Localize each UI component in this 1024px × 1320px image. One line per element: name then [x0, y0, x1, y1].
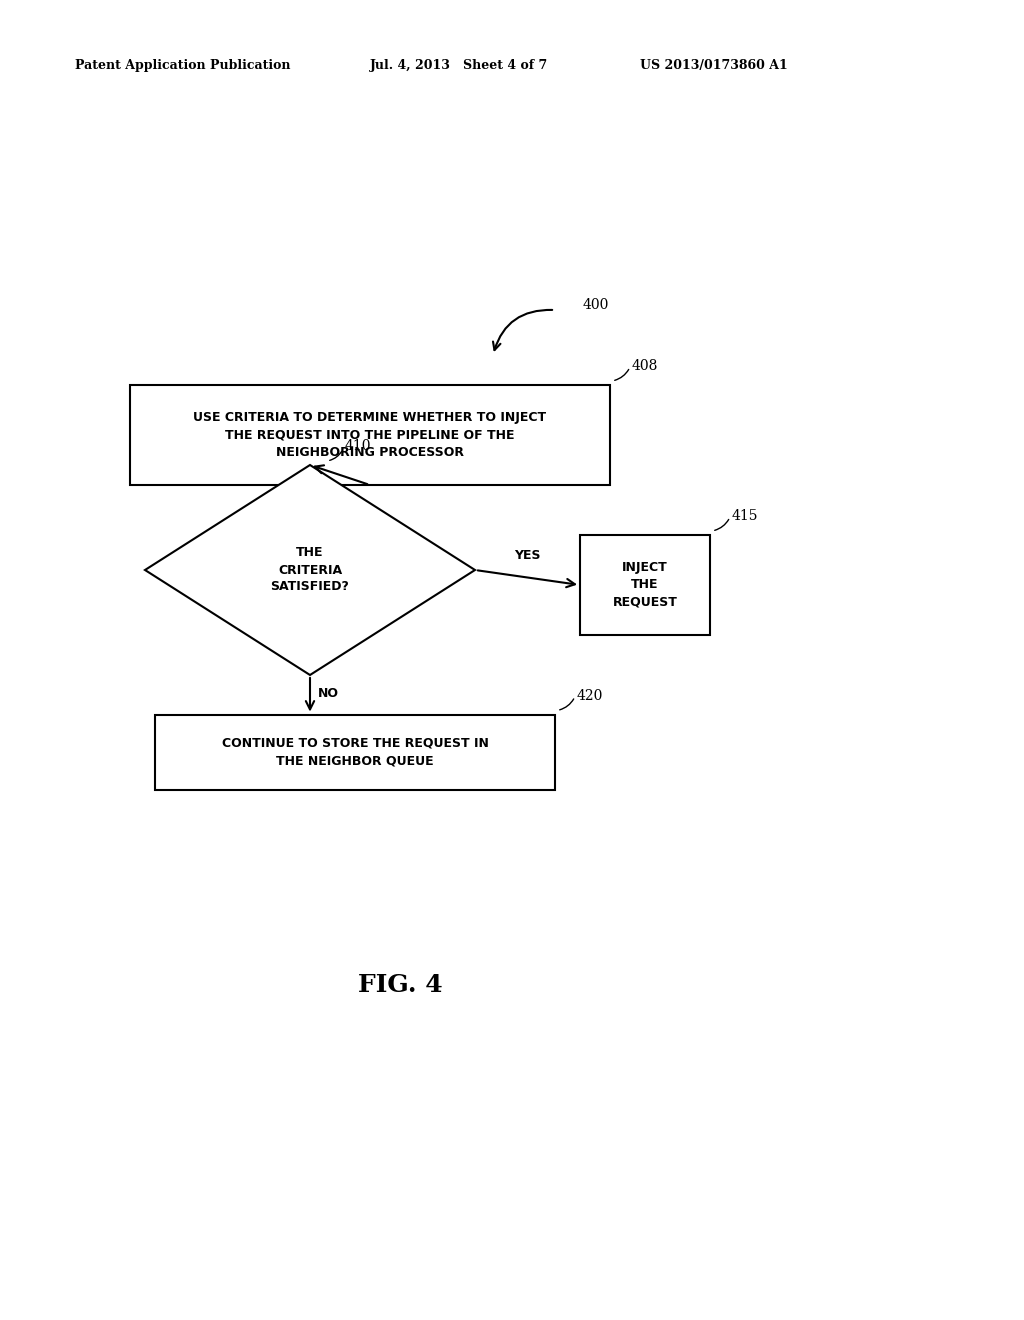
Text: NO: NO	[318, 686, 339, 700]
Text: 400: 400	[583, 298, 609, 312]
Bar	[155, 714, 555, 789]
Text: THE
CRITERIA
SATISFIED?: THE CRITERIA SATISFIED?	[270, 546, 349, 594]
Polygon shape	[145, 465, 475, 675]
Text: Jul. 4, 2013   Sheet 4 of 7: Jul. 4, 2013 Sheet 4 of 7	[370, 58, 548, 71]
Text: 408: 408	[632, 359, 658, 374]
Text: CONTINUE TO STORE THE REQUEST IN
THE NEIGHBOR QUEUE: CONTINUE TO STORE THE REQUEST IN THE NEI…	[221, 737, 488, 767]
Bar	[130, 385, 610, 484]
Text: 420: 420	[577, 689, 603, 702]
Text: YES: YES	[514, 549, 541, 562]
Text: INJECT
THE
REQUEST: INJECT THE REQUEST	[612, 561, 678, 609]
Text: US 2013/0173860 A1: US 2013/0173860 A1	[640, 58, 787, 71]
Bar	[580, 535, 710, 635]
Text: FIG. 4: FIG. 4	[357, 973, 442, 997]
Text: 415: 415	[732, 510, 759, 523]
Text: Patent Application Publication: Patent Application Publication	[75, 58, 291, 71]
Text: 410: 410	[345, 440, 372, 453]
Text: USE CRITERIA TO DETERMINE WHETHER TO INJECT
THE REQUEST INTO THE PIPELINE OF THE: USE CRITERIA TO DETERMINE WHETHER TO INJ…	[194, 412, 547, 458]
